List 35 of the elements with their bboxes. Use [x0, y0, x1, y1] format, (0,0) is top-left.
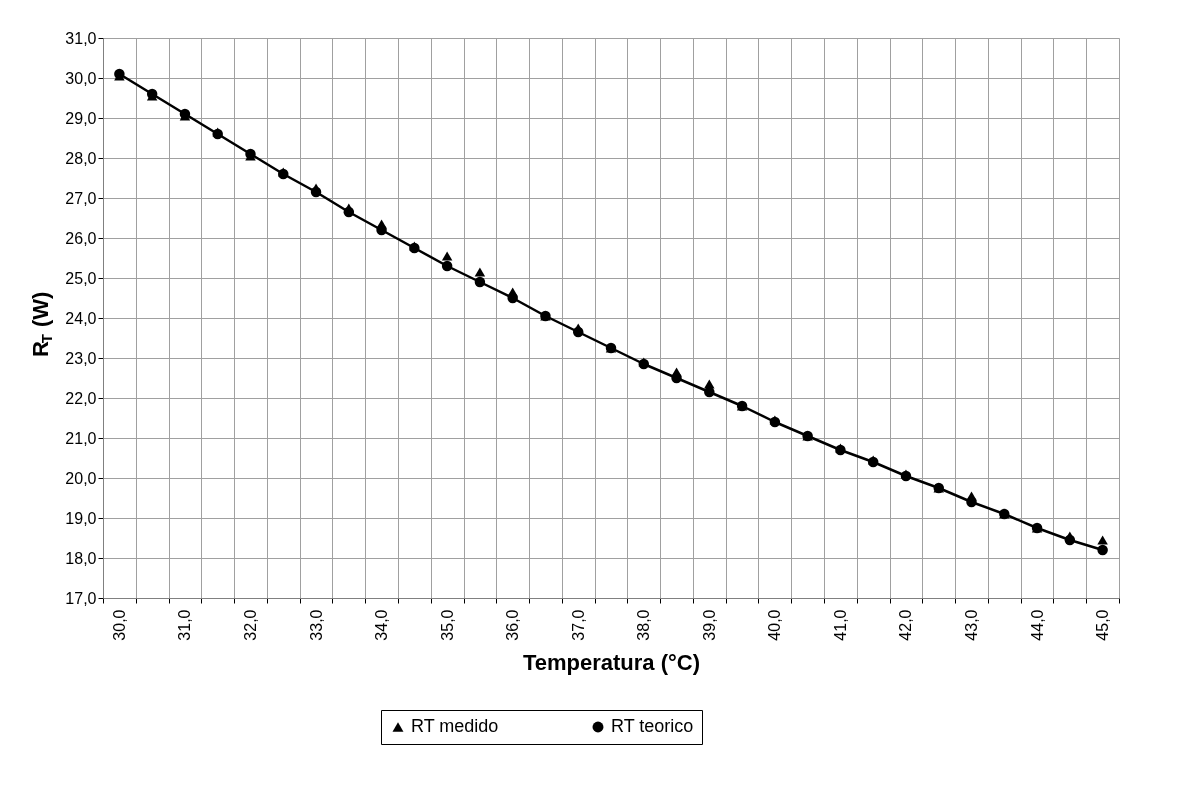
x-tick-label: 45,0	[1094, 609, 1112, 641]
x-axis-title: Temperatura (°C)	[522, 649, 701, 675]
y-tick-label: 25,0	[65, 269, 97, 287]
y-tick-label: 21,0	[65, 429, 97, 447]
y-tick-label: 19,0	[65, 509, 97, 527]
y-tick-label: 18,0	[65, 549, 97, 567]
y-axis-title: RT (W)	[28, 291, 55, 357]
x-tick-label: 37,0	[569, 609, 587, 641]
y-tick-label: 29,0	[65, 109, 97, 127]
x-tick-label: 41,0	[831, 609, 849, 641]
y-tick-label: 20,0	[65, 469, 97, 487]
y-tick-label: 26,0	[65, 229, 97, 247]
y-tick-label: 24,0	[65, 309, 97, 327]
x-tick-label: 33,0	[307, 609, 325, 641]
x-tick-label: 44,0	[1028, 609, 1046, 641]
y-tick-label: 31,0	[65, 29, 97, 47]
x-tick-label: 34,0	[373, 609, 391, 641]
y-tick-label: 17,0	[65, 589, 97, 607]
y-tick-label: 23,0	[65, 349, 97, 367]
x-tick-label: 38,0	[635, 609, 653, 641]
y-tick-label: 22,0	[65, 389, 97, 407]
x-tick-label: 39,0	[700, 609, 718, 641]
y-tick-label: 28,0	[65, 149, 97, 167]
x-tick-label: 31,0	[176, 609, 194, 641]
x-tick-label: 36,0	[504, 609, 522, 641]
x-tick-label: 40,0	[766, 609, 784, 641]
y-tick-label: 30,0	[65, 69, 97, 87]
x-tick-label: 32,0	[241, 609, 259, 641]
x-tick-label: 43,0	[963, 609, 981, 641]
x-tick-label: 30,0	[110, 609, 128, 641]
legend-label: RT medido	[411, 716, 499, 736]
x-tick-label: 35,0	[438, 609, 456, 641]
legend-label: RT teorico	[611, 716, 694, 736]
x-tick-label: 42,0	[897, 609, 915, 641]
y-tick-label: 27,0	[65, 189, 97, 207]
